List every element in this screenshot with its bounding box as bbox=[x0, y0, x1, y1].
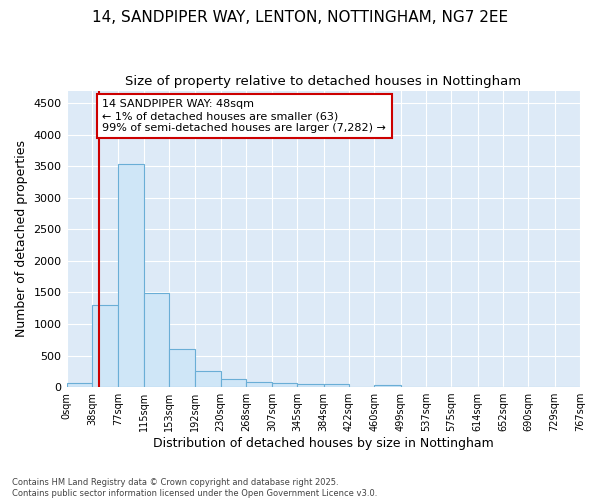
Bar bbox=[169, 349, 195, 387]
Bar bbox=[67, 383, 92, 387]
Bar bbox=[92, 305, 118, 387]
Bar bbox=[195, 371, 221, 387]
Bar bbox=[246, 382, 272, 387]
Bar bbox=[221, 379, 246, 387]
Text: 14, SANDPIPER WAY, LENTON, NOTTINGHAM, NG7 2EE: 14, SANDPIPER WAY, LENTON, NOTTINGHAM, N… bbox=[92, 10, 508, 25]
X-axis label: Distribution of detached houses by size in Nottingham: Distribution of detached houses by size … bbox=[153, 437, 494, 450]
Bar bbox=[272, 384, 298, 387]
Bar bbox=[143, 293, 169, 387]
Bar bbox=[118, 164, 143, 387]
Bar bbox=[323, 384, 349, 387]
Text: 14 SANDPIPER WAY: 48sqm
← 1% of detached houses are smaller (63)
99% of semi-det: 14 SANDPIPER WAY: 48sqm ← 1% of detached… bbox=[102, 100, 386, 132]
Title: Size of property relative to detached houses in Nottingham: Size of property relative to detached ho… bbox=[125, 75, 521, 88]
Text: Contains HM Land Registry data © Crown copyright and database right 2025.
Contai: Contains HM Land Registry data © Crown c… bbox=[12, 478, 377, 498]
Bar bbox=[374, 384, 401, 387]
Bar bbox=[298, 384, 323, 387]
Y-axis label: Number of detached properties: Number of detached properties bbox=[15, 140, 28, 338]
